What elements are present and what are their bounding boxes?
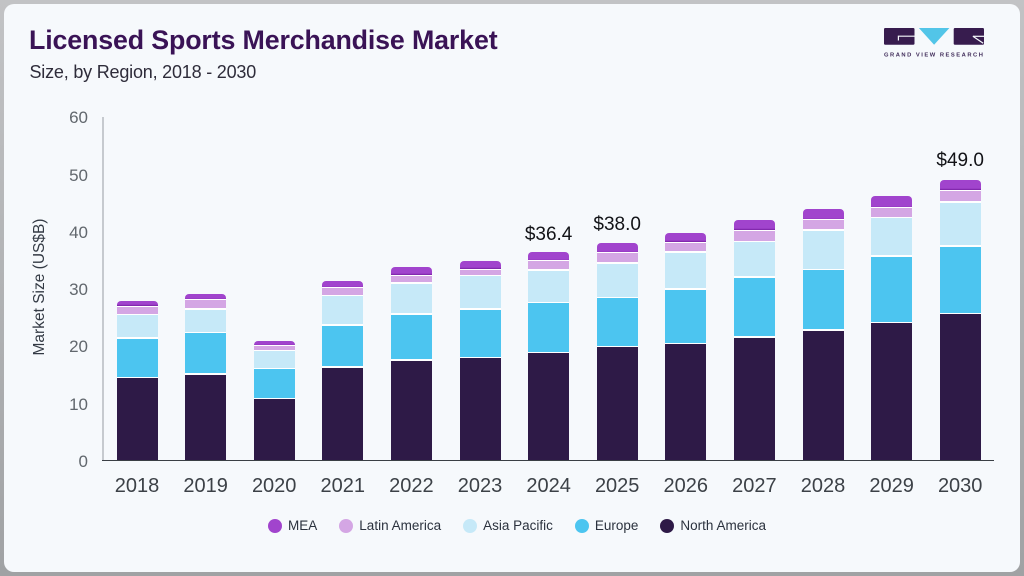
svg-text:GRAND VIEW RESEARCH: GRAND VIEW RESEARCH — [884, 53, 984, 59]
